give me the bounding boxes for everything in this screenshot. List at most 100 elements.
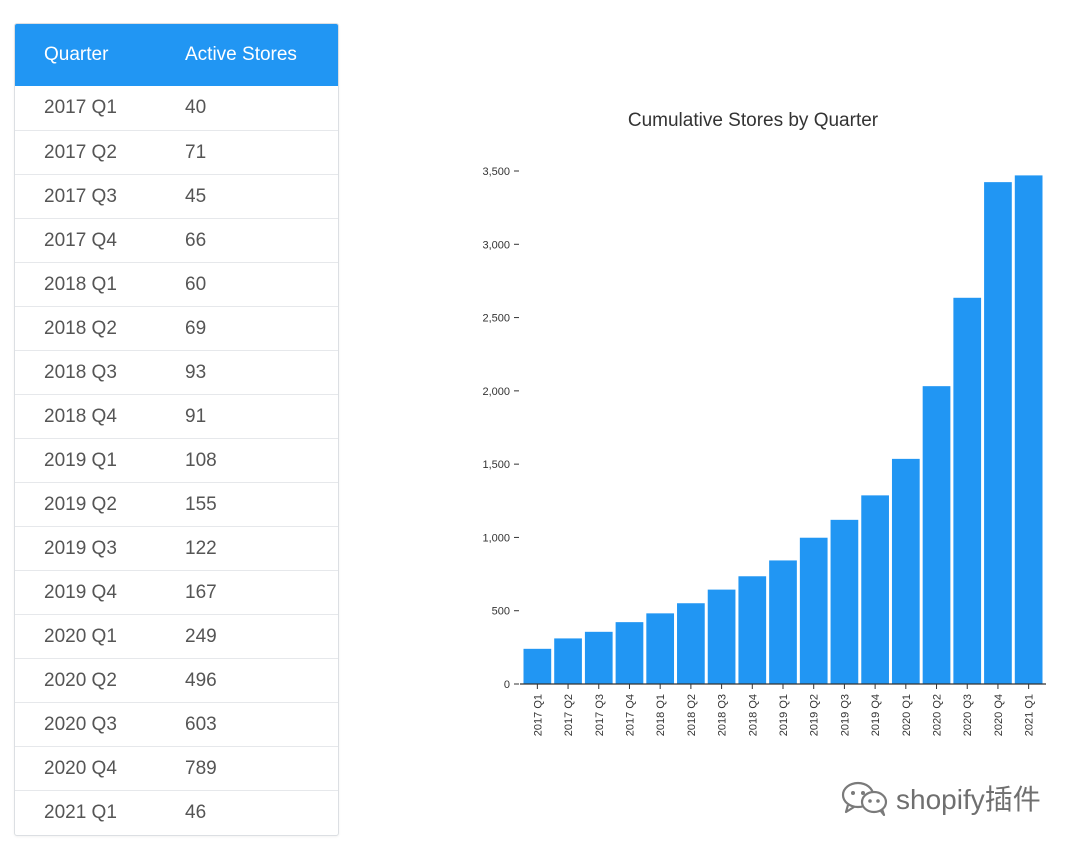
x-tick-label: 2020 Q4 bbox=[993, 694, 1005, 736]
table-row: 2019 Q4 167 bbox=[15, 570, 338, 614]
chart-area: Cumulative Stores by Quarter 0 500 1,000 1,5… bbox=[440, 90, 1060, 770]
table-row: 2020 Q3 603 bbox=[15, 702, 338, 746]
table-row: 2018 Q3 93 bbox=[15, 350, 338, 394]
x-tick-label: 2018 Q2 bbox=[686, 694, 698, 736]
table-row: 2019 Q2 155 bbox=[15, 482, 338, 526]
cell-quarter: 2019 Q2 bbox=[44, 493, 117, 515]
bar bbox=[707, 589, 736, 684]
cell-active-stores: 45 bbox=[185, 185, 207, 207]
cell-quarter: 2017 Q3 bbox=[44, 185, 117, 207]
y-tick-label: 0 bbox=[504, 679, 510, 691]
y-tick-label: 3,500 bbox=[482, 166, 510, 178]
x-tick-label: 2017 Q4 bbox=[624, 694, 636, 736]
wechat-icon bbox=[841, 781, 888, 816]
x-tick-label: 2019 Q1 bbox=[778, 694, 790, 736]
x-tick-label: 2020 Q2 bbox=[932, 694, 944, 736]
table-row: 2018 Q4 91 bbox=[15, 394, 338, 438]
cell-quarter: 2019 Q3 bbox=[44, 537, 117, 559]
cell-active-stores: 69 bbox=[185, 317, 207, 339]
bar bbox=[891, 458, 920, 684]
cell-active-stores: 71 bbox=[185, 141, 207, 163]
bar bbox=[830, 519, 859, 684]
bar-chart: Cumulative Stores by Quarter 0 500 1,000 1,5… bbox=[482, 110, 1046, 736]
chart-title: Cumulative Stores by Quarter bbox=[628, 110, 879, 131]
bar bbox=[1014, 175, 1043, 684]
watermark-text: shopify插件 bbox=[896, 784, 1041, 815]
table-row: 2019 Q1 108 bbox=[15, 438, 338, 482]
cell-quarter: 2020 Q1 bbox=[44, 625, 117, 647]
x-tick-label: 2017 Q3 bbox=[594, 694, 606, 736]
cell-active-stores: 249 bbox=[185, 625, 217, 647]
header-active-stores: Active Stores bbox=[185, 44, 297, 65]
bar bbox=[615, 622, 644, 684]
cell-quarter: 2017 Q2 bbox=[44, 141, 117, 163]
table-header: Quarter Active Stores bbox=[15, 24, 338, 86]
bar bbox=[554, 638, 582, 684]
table-row: 2017 Q3 45 bbox=[15, 174, 338, 218]
cell-quarter: 2018 Q2 bbox=[44, 317, 117, 339]
table-row: 2019 Q3 122 bbox=[15, 526, 338, 570]
y-tick-label: 500 bbox=[492, 606, 510, 618]
table-row: 2017 Q4 66 bbox=[15, 218, 338, 262]
cell-quarter: 2019 Q4 bbox=[44, 581, 117, 603]
table-row: 2020 Q1 249 bbox=[15, 614, 338, 658]
bar bbox=[799, 537, 828, 684]
table-row: 2020 Q4 789 bbox=[15, 746, 338, 790]
table-row: 2018 Q1 60 bbox=[15, 262, 338, 306]
cell-active-stores: 46 bbox=[185, 801, 207, 823]
cell-active-stores: 66 bbox=[185, 229, 207, 251]
x-tick-label: 2019 Q4 bbox=[870, 694, 882, 736]
bar bbox=[738, 576, 767, 684]
cell-quarter: 2020 Q3 bbox=[44, 713, 117, 735]
table-row: 2017 Q2 71 bbox=[15, 130, 338, 174]
cell-quarter: 2019 Q1 bbox=[44, 449, 117, 471]
bar bbox=[861, 495, 889, 684]
cell-active-stores: 93 bbox=[185, 361, 207, 383]
cell-quarter: 2017 Q1 bbox=[44, 97, 117, 118]
cell-quarter: 2018 Q4 bbox=[44, 405, 117, 427]
table-body: 2017 Q1 40 2017 Q2 71 2017 Q3 45 2017 Q4 66 2018… bbox=[15, 86, 338, 834]
x-tick-label: 2020 Q3 bbox=[962, 694, 974, 736]
bar bbox=[646, 613, 675, 684]
table-row: 2017 Q1 40 bbox=[15, 86, 338, 130]
x-tick-label: 2019 Q2 bbox=[809, 694, 821, 736]
y-tick-label: 1,000 bbox=[482, 532, 510, 544]
bar bbox=[677, 603, 705, 684]
cell-active-stores: 122 bbox=[185, 537, 217, 559]
active-stores-table: Quarter Active Stores 2017 Q1 40 2017 Q2 71… bbox=[14, 23, 339, 836]
cell-active-stores: 91 bbox=[185, 405, 207, 427]
bar bbox=[953, 297, 982, 684]
table-row: 2020 Q2 496 bbox=[15, 658, 338, 702]
x-tick-label: 2018 Q4 bbox=[747, 694, 759, 736]
bar bbox=[769, 560, 797, 684]
x-tick-label: 2018 Q1 bbox=[655, 694, 667, 736]
x-tick-label: 2019 Q3 bbox=[839, 694, 851, 736]
cell-active-stores: 496 bbox=[185, 669, 217, 691]
bar bbox=[584, 631, 613, 684]
cell-active-stores: 40 bbox=[185, 97, 207, 118]
header-quarter: Quarter bbox=[44, 44, 109, 65]
x-tick-label: 2021 Q1 bbox=[1024, 694, 1036, 736]
x-tick-label: 2017 Q2 bbox=[563, 694, 575, 736]
x-tick-label: 2017 Q1 bbox=[532, 694, 544, 736]
cell-active-stores: 789 bbox=[185, 757, 217, 779]
cell-quarter: 2017 Q4 bbox=[44, 229, 117, 251]
bar bbox=[984, 182, 1012, 684]
y-tick-label: 3,000 bbox=[482, 239, 510, 251]
cell-active-stores: 167 bbox=[185, 581, 217, 603]
y-tick-label: 2,000 bbox=[482, 386, 510, 398]
x-tick-label: 2020 Q1 bbox=[901, 694, 913, 736]
cell-quarter: 2020 Q2 bbox=[44, 669, 117, 691]
y-tick-label: 2,500 bbox=[482, 313, 510, 325]
cell-active-stores: 60 bbox=[185, 273, 207, 295]
cell-active-stores: 108 bbox=[185, 449, 217, 471]
table-row: 2021 Q1 46 bbox=[15, 790, 338, 834]
cell-quarter: 2021 Q1 bbox=[44, 801, 117, 823]
bar bbox=[922, 386, 951, 684]
cell-quarter: 2020 Q4 bbox=[44, 757, 117, 779]
cell-active-stores: 155 bbox=[185, 493, 217, 515]
x-tick-label: 2018 Q3 bbox=[717, 694, 729, 736]
cell-quarter: 2018 Q3 bbox=[44, 361, 117, 383]
cell-quarter: 2018 Q1 bbox=[44, 273, 117, 295]
cell-active-stores: 603 bbox=[185, 713, 217, 735]
